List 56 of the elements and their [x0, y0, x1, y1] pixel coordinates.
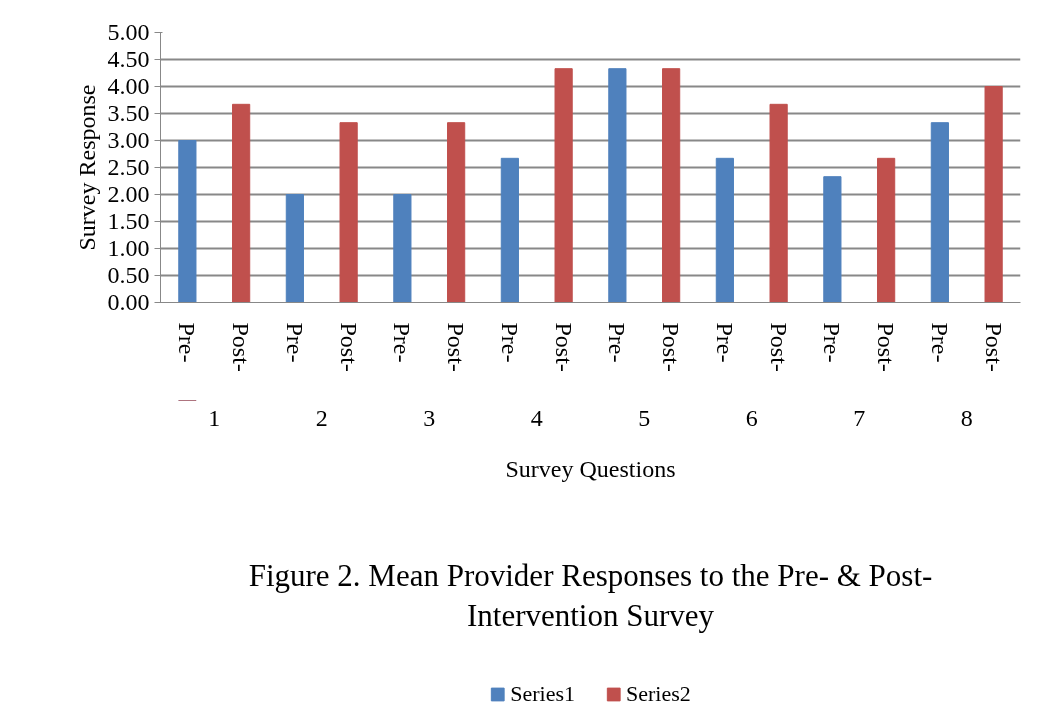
bar: [393, 194, 412, 303]
x-tick-label: Pre-: [389, 322, 416, 363]
bar: [823, 176, 842, 303]
y-axis-title: Survey Response: [73, 84, 100, 251]
x-tick-label: Pre-: [926, 322, 953, 363]
y-tick-label: 1.50: [107, 208, 150, 234]
text: Figure 2. Mean Provider Responses to the Pre- & Post-Intervention Survey: [248, 558, 933, 633]
x-tick-label: Post-: [765, 322, 792, 372]
x-tick-label: Pre-: [496, 322, 523, 363]
y-tick-label: 5.00: [107, 19, 150, 45]
x-tick-label: Post-: [980, 322, 1007, 372]
bar: [285, 194, 304, 303]
y-tick-label: 2.00: [107, 181, 150, 207]
x-tick-label: Post-: [658, 322, 685, 372]
x-tick-label: Pre-: [174, 322, 201, 363]
bar: [984, 86, 1003, 303]
x-tick-label: Pre-: [604, 322, 631, 363]
x-tick-label: Post-: [228, 322, 255, 372]
bar: [608, 68, 627, 303]
bar: [554, 68, 573, 303]
bar: [447, 122, 466, 303]
y-tick-label: 1.00: [107, 235, 150, 261]
legend-label: Series1: [510, 681, 575, 707]
x-tick-label: Post-: [873, 322, 900, 372]
text: 4: [530, 405, 543, 431]
y-tick-label: 3.00: [107, 127, 150, 153]
text: 2: [315, 405, 328, 431]
x-tick-label: Post-: [550, 322, 577, 372]
bar: [930, 122, 949, 303]
y-tick-label: 0.50: [107, 262, 150, 288]
bar: [232, 103, 251, 303]
y-tick-label: 4.50: [107, 46, 150, 72]
x-tick-label: Post-: [335, 322, 362, 372]
x-tick-label: Pre-: [281, 322, 308, 363]
bar: [715, 157, 734, 303]
text: 8: [960, 405, 973, 431]
bar: [339, 122, 358, 303]
legend-label: Series2: [626, 681, 691, 707]
bar: [500, 157, 519, 303]
text: 6: [745, 405, 758, 431]
text: 7: [853, 405, 866, 431]
x-tick-label: Pre-: [711, 322, 738, 363]
x-tick-label: Post-: [443, 322, 470, 372]
bar: [662, 68, 681, 303]
bar: [178, 140, 197, 303]
y-tick-label: 2.50: [107, 154, 150, 180]
text: 1: [208, 405, 221, 431]
bar: [877, 157, 896, 303]
y-tick-label: 0.00: [107, 289, 150, 315]
y-tick-label: 4.00: [107, 73, 150, 99]
y-tick-label: 3.50: [107, 100, 150, 126]
text: 3: [423, 405, 436, 431]
x-tick-label: Pre-: [819, 322, 846, 363]
bar: [769, 103, 788, 303]
text: 5: [638, 405, 651, 431]
x-axis-title: Survey Questions: [505, 455, 676, 482]
